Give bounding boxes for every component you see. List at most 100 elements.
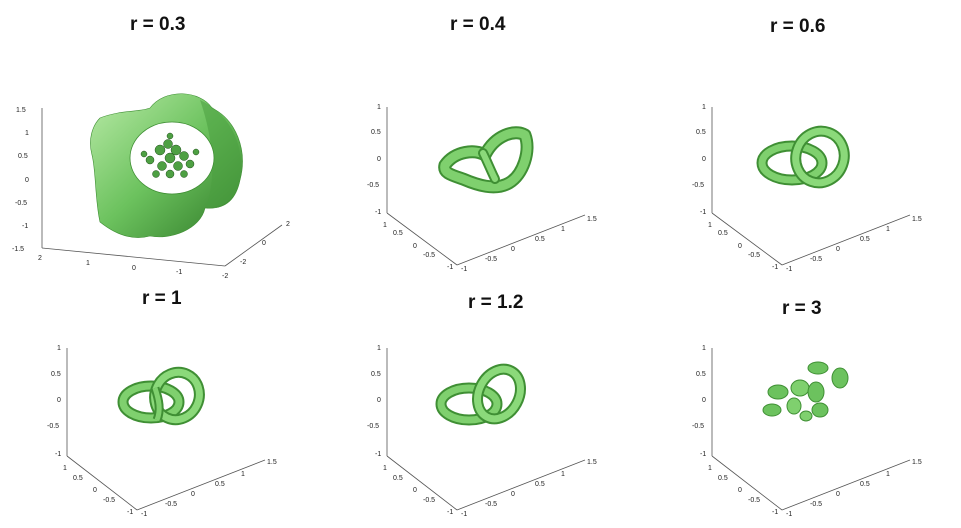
z-tick-labels: 1 0.5 0 -0.5 -1 <box>367 345 381 458</box>
x-tick-labels: 2 1 0 -1 -2 <box>38 255 228 280</box>
x-tick: -0.5 <box>748 252 760 259</box>
x-tick: 1 <box>708 222 712 229</box>
z-tick-labels: 1 0.5 0 -0.5 -1 <box>692 345 706 458</box>
z-tick: 0.5 <box>696 129 706 136</box>
z-tick-labels: 1 0.5 0 -0.5 -1 <box>367 104 381 216</box>
panel-5-title: r = 1.2 <box>468 292 524 313</box>
y-axis <box>456 214 586 266</box>
y-tick-labels: 1.5 1 0.5 0 -0.5 -1 <box>461 459 597 518</box>
y-tick: 1.5 <box>267 459 277 466</box>
x-axis <box>711 212 783 266</box>
isosurface-rings <box>756 125 850 189</box>
y-tick: -2 <box>240 259 246 266</box>
z-tick: 0.5 <box>18 153 28 160</box>
y-axis <box>456 459 586 511</box>
cavity-shade <box>200 100 242 208</box>
x-tick-labels: 1 0.5 0 -0.5 -1 <box>708 222 778 271</box>
x-tick: -0.5 <box>748 497 760 504</box>
x-tick-labels: 1 0.5 0 -0.5 -1 <box>708 465 778 516</box>
z-tick: -1 <box>700 209 706 216</box>
y-tick-labels: 1.5 1 0.5 0 -0.5 -1 <box>461 216 597 273</box>
x-tick: 1 <box>708 465 712 472</box>
y-tick: -1 <box>141 511 147 518</box>
y-tick-labels: 1.5 1 0.5 0 -0.5 -1 <box>786 216 922 273</box>
x-tick: -1 <box>447 264 453 271</box>
x-axis <box>711 455 783 511</box>
z-tick: 0 <box>377 397 381 404</box>
inner-molecule <box>140 132 200 179</box>
z-tick-labels: 1 0.5 0 -0.5 -1 <box>692 104 706 216</box>
y-tick: -1 <box>461 511 467 518</box>
z-tick: 1 <box>377 104 381 111</box>
y-tick: 1 <box>886 226 890 233</box>
z-tick: -1 <box>700 451 706 458</box>
y-tick: 1 <box>561 471 565 478</box>
isosurface-linked-rings <box>435 363 526 426</box>
y-tick: 0 <box>511 246 515 253</box>
x-tick: 1 <box>383 465 387 472</box>
z-tick: -0.5 <box>692 182 704 189</box>
y-tick: 1.5 <box>912 216 922 223</box>
x-tick: -1 <box>176 269 182 276</box>
x-axis <box>66 455 138 511</box>
x-tick: 0 <box>738 243 742 250</box>
panel-6-plot: 1 0.5 0 -0.5 -1 1 0.5 0 -0.5 -1 1.5 1 0.… <box>692 345 922 518</box>
x-tick-labels: 1 0.5 0 -0.5 -1 <box>63 465 133 516</box>
z-tick: -1 <box>375 451 381 458</box>
x-tick: 1 <box>86 260 90 267</box>
panel-1-plot: 1.5 1 0.5 0 -0.5 -1 -1.5 2 1 0 -1 -2 2 0… <box>12 93 290 280</box>
x-tick: 0 <box>93 487 97 494</box>
z-tick: 1 <box>702 104 706 111</box>
y-tick: 0 <box>511 491 515 498</box>
z-tick: -0.5 <box>367 182 379 189</box>
x-axis <box>41 247 226 267</box>
z-tick: 1 <box>377 345 381 352</box>
x-tick: 0 <box>132 265 136 272</box>
y-axis <box>781 459 911 511</box>
z-tick: 0.5 <box>696 371 706 378</box>
y-tick: -1 <box>461 266 467 273</box>
isosurface-fragments <box>762 361 849 422</box>
panel-2-title: r = 0.4 <box>450 14 506 35</box>
y-tick: 0.5 <box>535 236 545 243</box>
x-tick: 0.5 <box>718 475 728 482</box>
y-tick: 1 <box>561 226 565 233</box>
z-tick: -0.5 <box>367 423 379 430</box>
x-tick: 0.5 <box>393 475 403 482</box>
x-tick: 2 <box>38 255 42 262</box>
z-tick: -0.5 <box>692 423 704 430</box>
z-tick: 0 <box>702 397 706 404</box>
y-tick: 1.5 <box>912 459 922 466</box>
z-tick: 0 <box>702 156 706 163</box>
x-tick: 0.5 <box>718 230 728 237</box>
z-tick-labels: 1.5 1 0.5 0 -0.5 -1 -1.5 <box>12 107 29 253</box>
z-tick: -1 <box>55 451 61 458</box>
y-tick: 0 <box>262 240 266 247</box>
z-tick: -0.5 <box>47 423 59 430</box>
x-tick: -1 <box>772 264 778 271</box>
y-tick: 0 <box>191 491 195 498</box>
z-tick: 0 <box>25 177 29 184</box>
x-tick-labels: 1 0.5 0 -0.5 -1 <box>383 465 453 516</box>
y-tick: -1 <box>786 266 792 273</box>
panel-3-plot: 1 0.5 0 -0.5 -1 1 0.5 0 -0.5 -1 1.5 1 0.… <box>692 104 922 273</box>
y-tick: 0.5 <box>215 481 225 488</box>
z-tick: 1 <box>25 130 29 137</box>
z-tick: -1 <box>375 209 381 216</box>
z-tick-labels: 1 0.5 0 -0.5 -1 <box>47 345 61 458</box>
panel-3-title: r = 0.6 <box>770 16 826 37</box>
z-tick: 0 <box>377 156 381 163</box>
y-tick-labels: 2 0 -2 <box>240 221 290 266</box>
y-tick: -1 <box>786 511 792 518</box>
y-axis <box>136 459 266 511</box>
panel-5-plot: 1 0.5 0 -0.5 -1 1 0.5 0 -0.5 -1 1.5 1 0.… <box>367 345 597 518</box>
y-tick: 0.5 <box>535 481 545 488</box>
y-tick: -0.5 <box>485 501 497 508</box>
x-tick: 1 <box>63 465 67 472</box>
x-tick: -0.5 <box>423 252 435 259</box>
y-tick: 2 <box>286 221 290 228</box>
panel-2-plot: 1 0.5 0 -0.5 -1 1 0.5 0 -0.5 -1 1.5 1 0.… <box>367 104 597 273</box>
y-tick: -0.5 <box>810 501 822 508</box>
x-axis <box>386 455 458 511</box>
y-axis <box>224 224 283 267</box>
